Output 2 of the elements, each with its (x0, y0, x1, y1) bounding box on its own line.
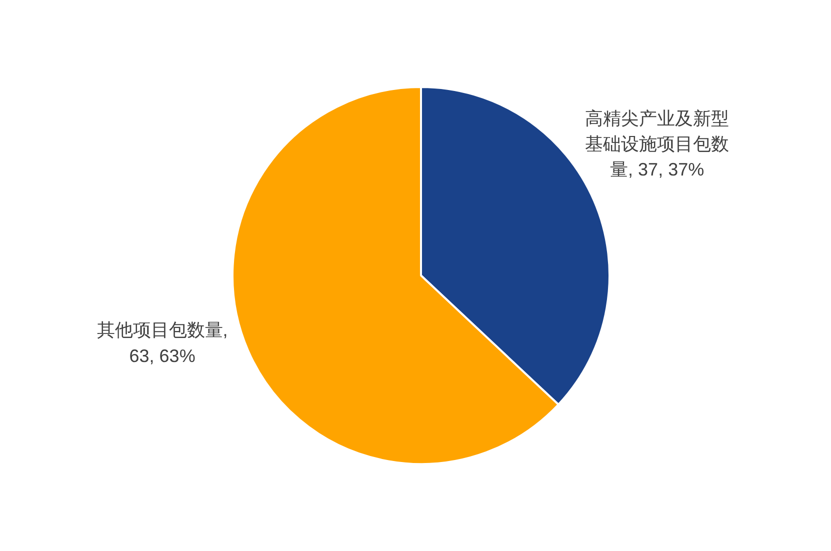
slice-label: 其他项目包数量, 63, 63% (96, 320, 228, 366)
slice-label: 高精尖产业及新型基础设施项目包数量, 37, 37% (585, 108, 730, 180)
